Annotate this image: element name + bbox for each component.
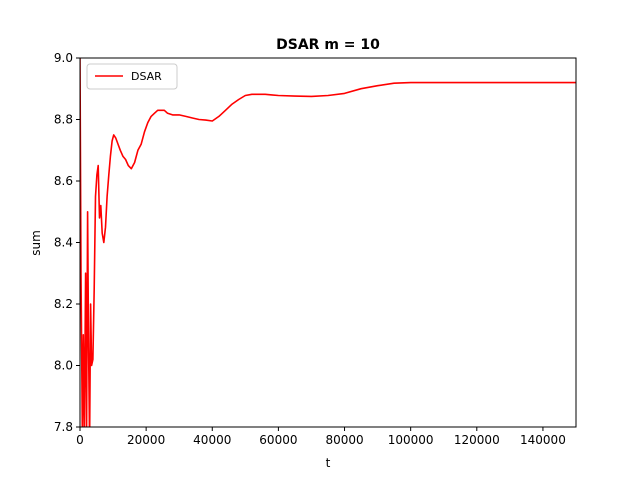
x-tick-label: 0 bbox=[76, 433, 84, 447]
y-tick-label: 8.2 bbox=[54, 297, 73, 311]
x-tick-label: 100000 bbox=[388, 433, 434, 447]
chart-title: DSAR m = 10 bbox=[276, 37, 380, 53]
series-line-dsar bbox=[80, 58, 576, 427]
legend-box bbox=[86, 63, 178, 90]
plot-area: 0 20000 40000 60000 80000 100000 120000 140000 7… bbox=[54, 51, 577, 447]
x-tick-label: 140000 bbox=[520, 433, 566, 447]
y-tick-label: 8.6 bbox=[54, 174, 73, 188]
y-tick-label: 8.4 bbox=[54, 236, 73, 250]
x-tick-label: 80000 bbox=[325, 433, 363, 447]
y-tick-label: 8.0 bbox=[54, 359, 73, 373]
y-tick-label: 7.8 bbox=[54, 420, 73, 434]
y-axis-label: sum bbox=[29, 230, 43, 256]
y-tick-label: 8.8 bbox=[54, 113, 73, 127]
x-axis-label: t bbox=[326, 456, 331, 470]
x-tick-label: 120000 bbox=[454, 433, 500, 447]
x-tick-label: 40000 bbox=[193, 433, 231, 447]
legend: DSAR bbox=[86, 63, 178, 90]
x-tick-label: 60000 bbox=[259, 433, 297, 447]
y-tick-label: 9.0 bbox=[54, 51, 73, 65]
legend-entry-label: DSAR bbox=[131, 70, 162, 83]
x-tick-label: 20000 bbox=[127, 433, 165, 447]
